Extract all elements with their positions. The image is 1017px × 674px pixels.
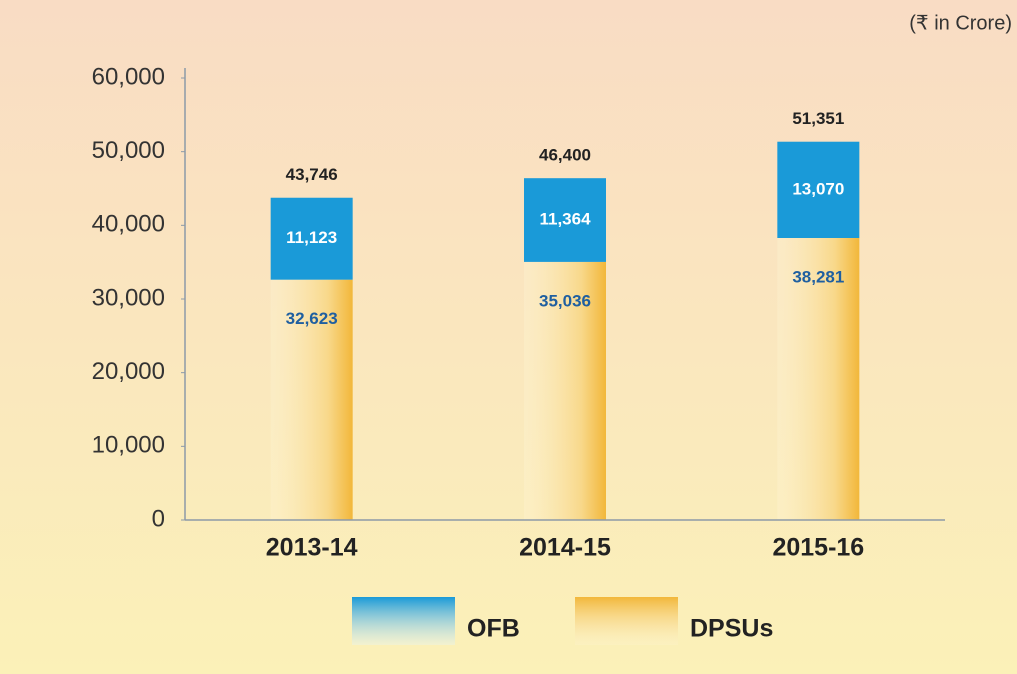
y-tick-label: 50,000 (92, 137, 165, 164)
bar-segment (524, 178, 606, 262)
bar-segment (270, 197, 353, 280)
unit-label: (₹ in Crore) (909, 12, 1012, 34)
y-tick-label: 30,000 (92, 284, 165, 311)
legend-swatch (575, 597, 678, 645)
value-label: 35,036 (539, 291, 591, 310)
x-tick-label: 2014-15 (519, 534, 611, 562)
y-tick-label: 10,000 (92, 432, 165, 459)
value-label: 32,623 (286, 309, 338, 328)
total-label: 51,351 (792, 109, 844, 128)
x-tick-label: 2015-16 (772, 534, 864, 562)
y-tick-label: 0 (152, 505, 165, 532)
total-label: 46,400 (539, 146, 591, 165)
legend-swatch (352, 597, 455, 645)
y-tick-label: 40,000 (92, 211, 165, 238)
value-label: 11,123 (286, 228, 337, 247)
legend-label: OFB (467, 615, 520, 643)
value-label: 11,364 (539, 210, 591, 229)
x-tick-label: 2013-14 (266, 534, 358, 562)
value-label: 38,281 (792, 267, 844, 286)
bar-segment (777, 141, 860, 238)
legend-label: DPSUs (690, 615, 773, 643)
bar-segment (777, 237, 860, 520)
value-label: 13,070 (792, 179, 844, 198)
bar-segment (524, 261, 606, 520)
bar-segment (270, 279, 353, 520)
y-tick-label: 60,000 (92, 63, 165, 90)
total-label: 43,746 (286, 165, 338, 184)
y-tick-label: 20,000 (92, 358, 165, 385)
